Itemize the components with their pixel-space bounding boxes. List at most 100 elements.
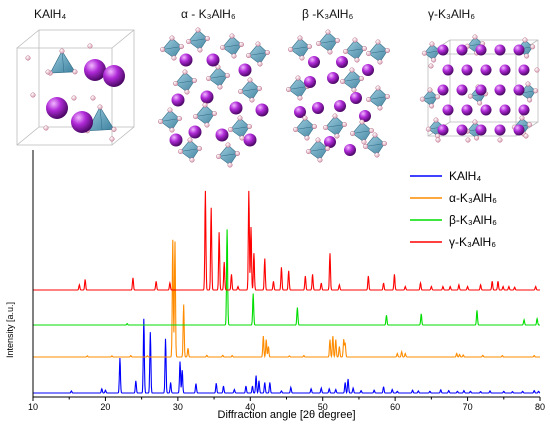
x-tick-label-50: 50 xyxy=(318,402,328,412)
octahedron-edge xyxy=(365,143,385,147)
k-atom xyxy=(344,144,356,156)
h-atom xyxy=(25,55,31,61)
h-atom xyxy=(71,95,77,101)
h-atom xyxy=(195,27,201,33)
h-atom xyxy=(238,42,244,48)
h-atom xyxy=(385,48,391,54)
legend-label-2: β-K₃AlH₆ xyxy=(449,213,497,227)
h-atom xyxy=(293,126,299,132)
h-atom xyxy=(176,115,182,121)
k-atom xyxy=(179,53,193,67)
k-atom xyxy=(494,84,506,96)
h-atom xyxy=(109,136,115,142)
series-line-1 xyxy=(33,239,540,359)
h-atom xyxy=(316,41,322,47)
k-atom xyxy=(461,104,473,116)
structure-beta-k3alh6 xyxy=(286,29,391,163)
h-atom xyxy=(534,67,540,73)
k-atom xyxy=(304,76,316,88)
h-atom xyxy=(43,125,49,131)
tetrahedron-edge xyxy=(99,106,103,131)
k-atom xyxy=(475,44,487,56)
k-atom xyxy=(437,44,449,56)
k-atom xyxy=(324,136,336,148)
series-line-3 xyxy=(33,190,540,291)
h-atom xyxy=(304,135,310,141)
h-atom xyxy=(231,53,237,59)
k-atom xyxy=(518,104,530,116)
h-atom xyxy=(45,69,51,75)
h-atom xyxy=(255,41,261,47)
h-atom xyxy=(427,87,433,93)
k-atom xyxy=(206,53,220,67)
legend-label-3: γ-K₃AlH₆ xyxy=(449,235,496,249)
h-atom xyxy=(297,95,303,101)
h-atom xyxy=(189,157,195,163)
k-atom xyxy=(238,63,252,77)
h-atom xyxy=(111,126,117,132)
h-atom xyxy=(167,107,173,113)
k-atom xyxy=(294,106,306,118)
h-atom xyxy=(177,148,183,154)
x-tick-label-40: 40 xyxy=(245,402,255,412)
h-atom xyxy=(299,55,305,61)
h-atom xyxy=(527,122,533,128)
h-atom xyxy=(327,49,333,55)
h-atom xyxy=(184,89,190,95)
h-atom xyxy=(351,87,357,93)
xrd-traces xyxy=(33,190,541,395)
octahedron-edge xyxy=(160,118,180,122)
h-atom xyxy=(204,122,210,128)
alh4-tetrahedron xyxy=(86,106,115,132)
h-atom xyxy=(169,127,175,133)
series-line-2 xyxy=(33,229,540,326)
h-atom xyxy=(429,41,435,47)
h-atom xyxy=(340,78,346,84)
h-atom xyxy=(467,93,473,99)
octahedron-edge xyxy=(352,130,372,134)
octahedron-edge xyxy=(248,52,268,56)
h-atom xyxy=(234,150,240,156)
h-atom xyxy=(421,50,427,56)
h-atom xyxy=(312,123,318,129)
k-atom xyxy=(475,84,487,96)
octahedron-edge xyxy=(208,75,228,79)
k-atom xyxy=(480,64,492,76)
unit-cell-edge xyxy=(111,29,135,49)
h-atom xyxy=(530,44,536,50)
k-atom xyxy=(513,84,525,96)
h-atom xyxy=(342,121,348,127)
x-tick-label-10: 10 xyxy=(28,402,38,412)
k-atom xyxy=(513,124,525,136)
h-atom xyxy=(523,133,529,139)
k-atom xyxy=(461,64,473,76)
octahedron-edge xyxy=(422,96,438,100)
xrd-chart: 10 20 30 40 50 60 70 80 Diffraction angle [2θ de… xyxy=(5,150,545,421)
h-atom xyxy=(359,75,365,81)
h-atom xyxy=(325,29,331,35)
h-atom xyxy=(433,117,439,123)
h-atom xyxy=(192,113,198,119)
h-atom xyxy=(224,72,230,78)
h-atom xyxy=(217,84,223,90)
h-atom xyxy=(196,145,202,151)
k-atom xyxy=(442,64,454,76)
h-atom xyxy=(90,95,96,101)
crystal-title-alpha-k3alh6: α - K₃AlH₆ xyxy=(181,7,236,21)
h-atom xyxy=(419,96,425,102)
h-atom xyxy=(315,137,321,143)
h-atom xyxy=(302,115,308,121)
h-atom xyxy=(372,132,378,138)
k-atom xyxy=(480,104,492,116)
k-atom xyxy=(188,125,202,139)
h-atom xyxy=(533,88,539,94)
h-atom xyxy=(375,85,381,91)
octahedron-edge xyxy=(345,48,365,52)
k-atom xyxy=(46,97,68,119)
h-atom xyxy=(288,47,294,53)
h-atom xyxy=(169,35,175,41)
octahedron-edge xyxy=(188,38,208,42)
octahedron-edge xyxy=(175,80,195,84)
h-atom xyxy=(497,137,503,143)
h-atom xyxy=(382,140,388,146)
